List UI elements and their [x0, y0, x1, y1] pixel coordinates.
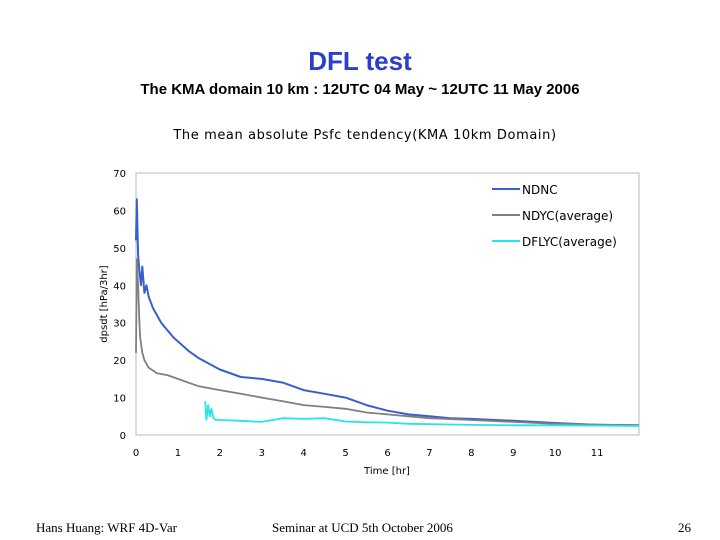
- slide-title: DFL test: [308, 46, 412, 76]
- chart-title: The mean absolute Psfc tendency(KMA 10km…: [173, 128, 557, 143]
- x-tick-labels: 0 1 2 3 4 5 6 7 8 9 10 11: [133, 448, 604, 459]
- legend-label: NDNC: [522, 183, 558, 197]
- series-line-ndyc-average: [135, 258, 640, 427]
- y-tick-label: 20: [113, 356, 126, 367]
- x-tick-label: 10: [549, 448, 562, 459]
- series-line-ndnc: [135, 198, 640, 427]
- x-tick-label: 7: [426, 448, 432, 459]
- y-tick-label: 30: [113, 319, 126, 330]
- legend-label: NDYC(average): [522, 209, 613, 223]
- y-tick-labels: 0 10 20 30 40 50 60 70: [113, 169, 126, 442]
- x-tick-label: 2: [217, 448, 223, 459]
- x-tick-label: 9: [510, 448, 516, 459]
- legend: NDNC NDYC(average) DFLYC(average): [492, 183, 617, 249]
- line-chart: 0 10 20 30 40 50 60 70 0 1 2 3 4 5 6 7 8 9 10 11 NDNC NDYC(…: [99, 169, 640, 477]
- footer-seminar: Seminar at UCD 5th October 2006: [272, 520, 453, 535]
- y-tick-label: 10: [113, 394, 126, 405]
- x-tick-label: 11: [591, 448, 604, 459]
- y-tick-label: 60: [113, 206, 126, 217]
- x-tick-label: 8: [468, 448, 474, 459]
- x-tick-label: 6: [384, 448, 390, 459]
- x-tick-label: 4: [300, 448, 306, 459]
- x-axis-label: Time [hr]: [363, 466, 410, 477]
- x-tick-label: 5: [342, 448, 348, 459]
- legend-label: DFLYC(average): [522, 235, 617, 249]
- x-tick-label: 1: [175, 448, 181, 459]
- plot-area: [135, 172, 640, 436]
- series-lines: [135, 198, 640, 427]
- y-axis-label: dpsdt [hPa/3hr]: [99, 265, 110, 342]
- x-tick-label: 0: [133, 448, 139, 459]
- series-line-dflyc-average: [204, 401, 640, 427]
- footer-presenter: Hans Huang: WRF 4D-Var: [36, 520, 177, 535]
- page-number: 26: [678, 520, 691, 535]
- y-tick-label: 50: [113, 244, 126, 255]
- y-tick-label: 0: [120, 431, 126, 442]
- y-tick-label: 70: [113, 169, 126, 180]
- slide-subtitle: The KMA domain 10 km : 12UTC 04 May ~ 12…: [140, 81, 580, 98]
- x-tick-label: 3: [259, 448, 265, 459]
- y-tick-label: 40: [113, 281, 126, 292]
